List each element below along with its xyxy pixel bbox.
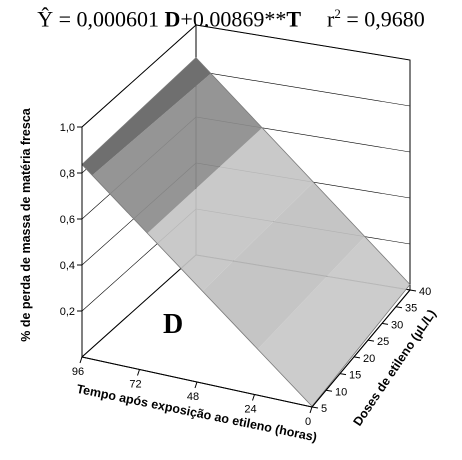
y-tick-label-1: 10 — [335, 386, 347, 398]
x-tick-mark-2 — [194, 381, 198, 389]
x-tick-mark-0 — [79, 356, 83, 364]
z-axis-title: % de perda de massa de matéria fresca — [19, 107, 33, 342]
y-tick-label-4: 25 — [377, 336, 389, 348]
surface-outline — [81, 57, 411, 407]
x-tick-label-0: 96 — [72, 366, 84, 378]
y-tick-mark-5 — [381, 322, 389, 325]
equation-var-t: T — [286, 6, 302, 32]
x-tick-label-2: 48 — [187, 391, 199, 403]
surface-band-0 — [257, 236, 410, 407]
equation-var-d: D — [164, 6, 181, 32]
y-axis-line — [311, 289, 411, 408]
y-tick-mark-2 — [339, 373, 347, 376]
z-tick-label-0: 0,2 — [60, 306, 75, 318]
x-tick-label-4: 0 — [305, 416, 311, 428]
z-tick-label-3: 0,8 — [60, 168, 75, 180]
x-tick-label-1: 72 — [129, 379, 141, 391]
equation-lhs: Ŷ = 0,000601 — [37, 6, 165, 32]
equation-r-value: = 0,9680 — [340, 6, 425, 32]
surface-band-2 — [147, 127, 314, 292]
equation-r-exp: 2 — [334, 6, 341, 21]
y-tick-label-5: 30 — [391, 319, 403, 331]
surface-band-1 — [202, 182, 365, 350]
panel-label: D — [163, 309, 183, 340]
x-axis-ticks: 96 72 48 24 0 — [72, 356, 313, 428]
x-tick-mark-4 — [309, 406, 313, 414]
y-tick-label-3: 20 — [363, 353, 375, 365]
y-tick-mark-0 — [311, 406, 319, 409]
y-tick-label-7: 40 — [419, 286, 431, 298]
z-tick-label-4: 1,0 — [60, 122, 75, 134]
y-tick-mark-3 — [353, 356, 361, 359]
x-tick-label-3: 24 — [244, 404, 256, 416]
x-tick-mark-1 — [137, 369, 140, 376]
y-tick-mark-4 — [367, 339, 375, 342]
y-tick-label-2: 15 — [349, 370, 361, 382]
z-axis-ticks: 0,2 0,4 0,6 0,8 1,0 — [60, 122, 82, 318]
surface-plot — [81, 57, 411, 407]
z-tick-label-1: 0,4 — [60, 260, 75, 272]
y-tick-mark-7 — [409, 289, 417, 292]
surface-top-band — [82, 57, 211, 176]
y-tick-mark-6 — [395, 306, 403, 309]
y-tick-mark-1 — [325, 389, 333, 392]
equation-r-label: r — [327, 6, 335, 32]
y-tick-label-0: 5 — [321, 403, 327, 415]
x-tick-mark-3 — [252, 394, 255, 401]
y-tick-label-6: 35 — [405, 303, 417, 315]
z-tick-label-2: 0,6 — [60, 214, 75, 226]
surface-band-3 — [92, 73, 263, 234]
z-gridline-4 — [81, 24, 411, 128]
